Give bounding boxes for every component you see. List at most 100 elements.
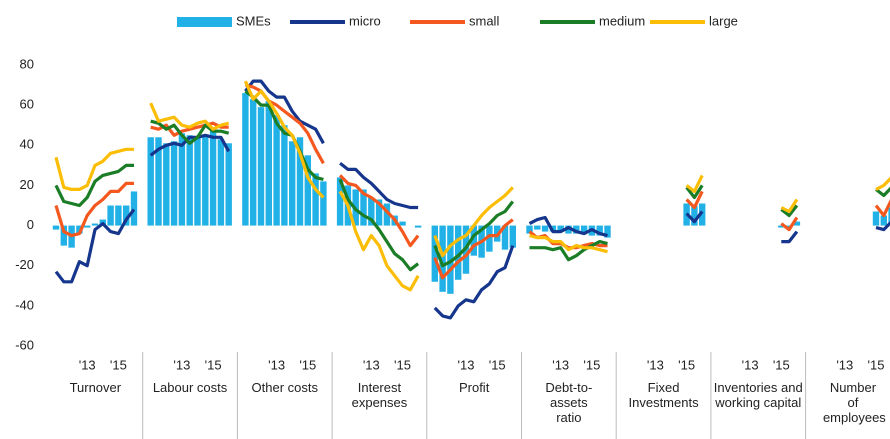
bar [91,223,99,226]
x-tick-label: '15 [205,357,222,372]
bar [557,225,564,232]
panel-label: Other costs [251,380,318,395]
y-tick-label: 80 [20,56,34,71]
bar [273,115,280,226]
bar [84,225,91,228]
x-tick-label: '15 [299,357,316,372]
bar [541,225,549,232]
bar [486,225,493,252]
bar [242,93,249,226]
bar [336,177,344,226]
bar [217,139,225,226]
panel-label: Number of employees [822,380,886,425]
bar [470,225,477,256]
x-tick-label: '15 [868,357,885,372]
bar [509,225,516,248]
bar [699,203,706,226]
line [874,199,890,218]
x-tick-label: '13 [268,357,285,372]
legend-label: large [709,13,738,28]
x-tick-label: '13 [173,357,190,372]
bar [155,137,162,226]
line [529,234,608,254]
line [338,174,420,248]
bar [360,189,367,226]
panel-label: Profit [458,380,490,395]
bar [399,221,406,226]
line [685,210,704,224]
bar [565,225,572,234]
y-tick-label: 20 [20,177,34,192]
x-tick-label: '13 [647,357,664,372]
y-tick-label: -60 [15,337,34,352]
bar [501,225,509,250]
line [244,79,325,145]
bar [431,225,438,282]
y-tick-label: -20 [15,257,34,272]
line [245,83,325,165]
legend-label: micro [349,13,381,28]
line [338,178,420,272]
bar [596,225,603,236]
x-tick-label: '13 [836,357,853,372]
x-tick-label: '15 [678,357,695,372]
x-tick-label: '13 [458,357,475,372]
line [528,215,608,238]
line [54,181,134,238]
bar [793,221,801,226]
legend-label: SMEs [236,13,271,28]
bar [209,129,217,226]
line [54,147,134,191]
line [781,230,799,244]
x-tick-label: '15 [583,357,600,372]
line [875,186,890,198]
bar [147,137,154,226]
bar [534,225,541,230]
line [243,80,325,199]
bar [186,135,193,226]
panel-label: Fixed Investments [628,380,699,410]
line [875,220,890,232]
line [780,204,799,218]
line [685,184,704,200]
bar [163,143,170,226]
bar [123,205,130,226]
bar [691,205,698,226]
panel-label: Interest expenses [351,380,408,410]
bar [289,141,296,226]
bar [107,205,114,226]
bar [281,125,288,226]
bar [785,225,793,228]
x-tick-label: '15 [489,357,506,372]
bar [60,225,67,246]
y-tick-label: 40 [20,137,34,152]
bar [880,215,887,226]
y-tick-label: 60 [20,97,34,112]
bar [304,155,311,226]
line [54,163,134,208]
bar [250,99,257,226]
x-tick-label: '13 [79,357,96,372]
line [875,176,890,191]
bar [439,225,446,292]
bar [526,225,533,234]
line [338,190,420,292]
line [433,186,514,258]
line [685,190,704,210]
bar [178,133,186,226]
bar [320,181,327,226]
bar [573,225,580,234]
bar [130,191,138,226]
x-tick-label: '15 [773,357,790,372]
bar [225,143,232,226]
line [54,208,136,284]
bar [888,207,890,226]
x-tick-label: '13 [742,357,759,372]
bar [414,225,422,228]
bar [312,173,319,226]
panel-label: Inventories and working capital [713,380,803,410]
line [433,200,515,268]
line [149,133,231,157]
x-tick-label: '13 [363,357,380,372]
